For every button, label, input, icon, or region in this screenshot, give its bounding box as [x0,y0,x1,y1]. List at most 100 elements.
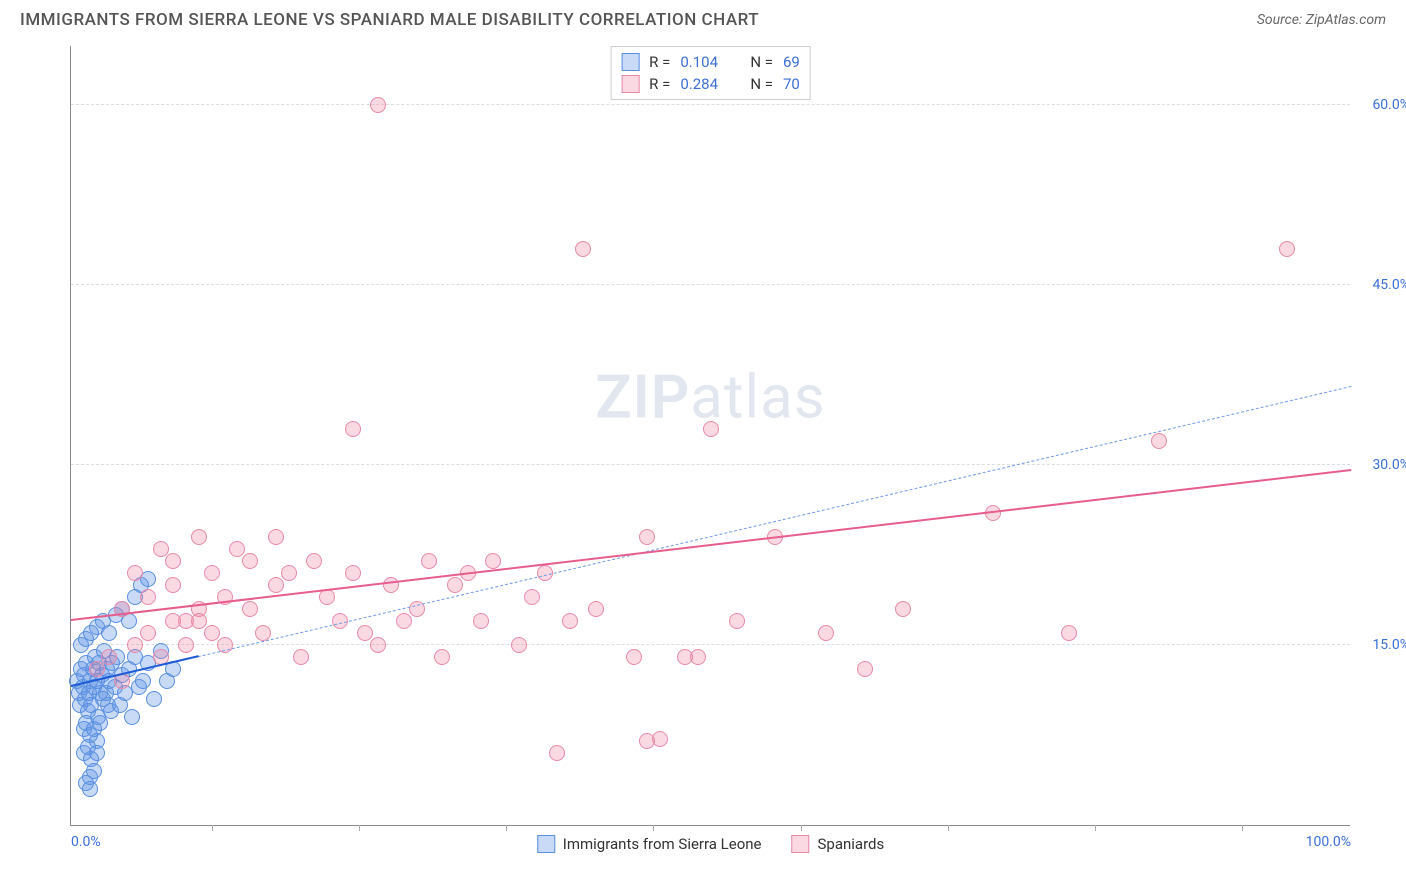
scatter-point [89,745,105,761]
legend-correlation-row: R = 0.284 N = 70 [621,73,800,95]
legend-swatch [621,53,639,71]
scatter-point [204,625,220,641]
scatter-point [421,553,437,569]
scatter-point [101,625,117,641]
scatter-point [549,745,565,761]
x-tick-label: 100.0% [1306,834,1351,850]
scatter-point [857,661,873,677]
legend-r-value: 0.284 [680,75,730,93]
scatter-point [146,691,162,707]
scatter-point [370,97,386,113]
scatter-point [1151,433,1167,449]
legend-n-value: 70 [783,75,800,93]
legend-n-value: 69 [783,53,800,71]
legend-swatch [537,835,555,853]
scatter-point [268,529,284,545]
gridline [71,464,1350,465]
plot-area: ZIPatlas R = 0.104N = 69R = 0.284N = 70 … [70,46,1350,826]
scatter-point [434,649,450,665]
legend-swatch [792,835,810,853]
scatter-point [140,589,156,605]
scatter-point [370,637,386,653]
scatter-point [140,625,156,641]
scatter-point [575,241,591,257]
scatter-point [268,577,284,593]
legend-series-label: Immigrants from Sierra Leone [563,835,762,853]
scatter-point [473,613,489,629]
scatter-point [396,613,412,629]
scatter-point [639,529,655,545]
scatter-point [511,637,527,653]
x-minor-tick [653,825,654,831]
scatter-point [178,613,194,629]
scatter-point [306,553,322,569]
legend-r-label: R = [649,75,670,93]
scatter-point [447,577,463,593]
chart-header: IMMIGRANTS FROM SIERRA LEONE VS SPANIARD… [0,0,1406,36]
trend-line [71,469,1351,621]
scatter-point [345,421,361,437]
x-tick-label: 0.0% [71,834,101,850]
scatter-point [357,625,373,641]
scatter-point [92,715,108,731]
chart-source: Source: ZipAtlas.com [1257,12,1386,28]
scatter-point [626,649,642,665]
chart-title: IMMIGRANTS FROM SIERRA LEONE VS SPANIARD… [20,10,759,30]
scatter-point [89,661,105,677]
scatter-point [1279,241,1295,257]
gridline [71,104,1350,105]
scatter-point [82,781,98,797]
scatter-point [345,565,361,581]
x-minor-tick [359,825,360,831]
scatter-point [729,613,745,629]
y-tick-label: 45.0% [1372,277,1406,293]
x-minor-tick [506,825,507,831]
scatter-point [229,541,245,557]
scatter-point [242,553,258,569]
scatter-point [818,625,834,641]
x-minor-tick [212,825,213,831]
scatter-point [124,709,140,725]
scatter-point [127,637,143,653]
legend-series-item: Immigrants from Sierra Leone [537,835,762,853]
scatter-point [524,589,540,605]
legend-n-label: N = [750,53,773,71]
scatter-point [652,731,668,747]
x-minor-tick [1242,825,1243,831]
legend-correlation-box: R = 0.104N = 69R = 0.284N = 70 [610,46,811,100]
legend-n-label: N = [750,75,773,93]
scatter-point [127,565,143,581]
scatter-point [588,601,604,617]
scatter-point [281,565,297,581]
scatter-point [101,649,117,665]
y-tick-label: 60.0% [1372,97,1406,113]
legend-r-label: R = [649,53,670,71]
scatter-point [562,613,578,629]
scatter-point [485,553,501,569]
legend-series-item: Spaniards [792,835,885,853]
scatter-point [895,601,911,617]
scatter-point [242,601,258,617]
legend-swatch [621,75,639,93]
scatter-point [1061,625,1077,641]
scatter-point [191,529,207,545]
legend-correlation-row: R = 0.104N = 69 [621,51,800,73]
x-minor-tick [801,825,802,831]
y-tick-label: 30.0% [1372,457,1406,473]
scatter-point [165,577,181,593]
scatter-point [165,553,181,569]
scatter-point [153,541,169,557]
scatter-point [178,637,194,653]
gridline [71,644,1350,645]
scatter-point [204,565,220,581]
scatter-point [293,649,309,665]
x-minor-tick [1095,825,1096,831]
gridline [71,284,1350,285]
y-tick-label: 15.0% [1372,637,1406,653]
scatter-point [703,421,719,437]
x-minor-tick [948,825,949,831]
scatter-point [135,673,151,689]
scatter-point [383,577,399,593]
scatter-point [690,649,706,665]
legend-series: Immigrants from Sierra Leone Spaniards [537,835,884,853]
